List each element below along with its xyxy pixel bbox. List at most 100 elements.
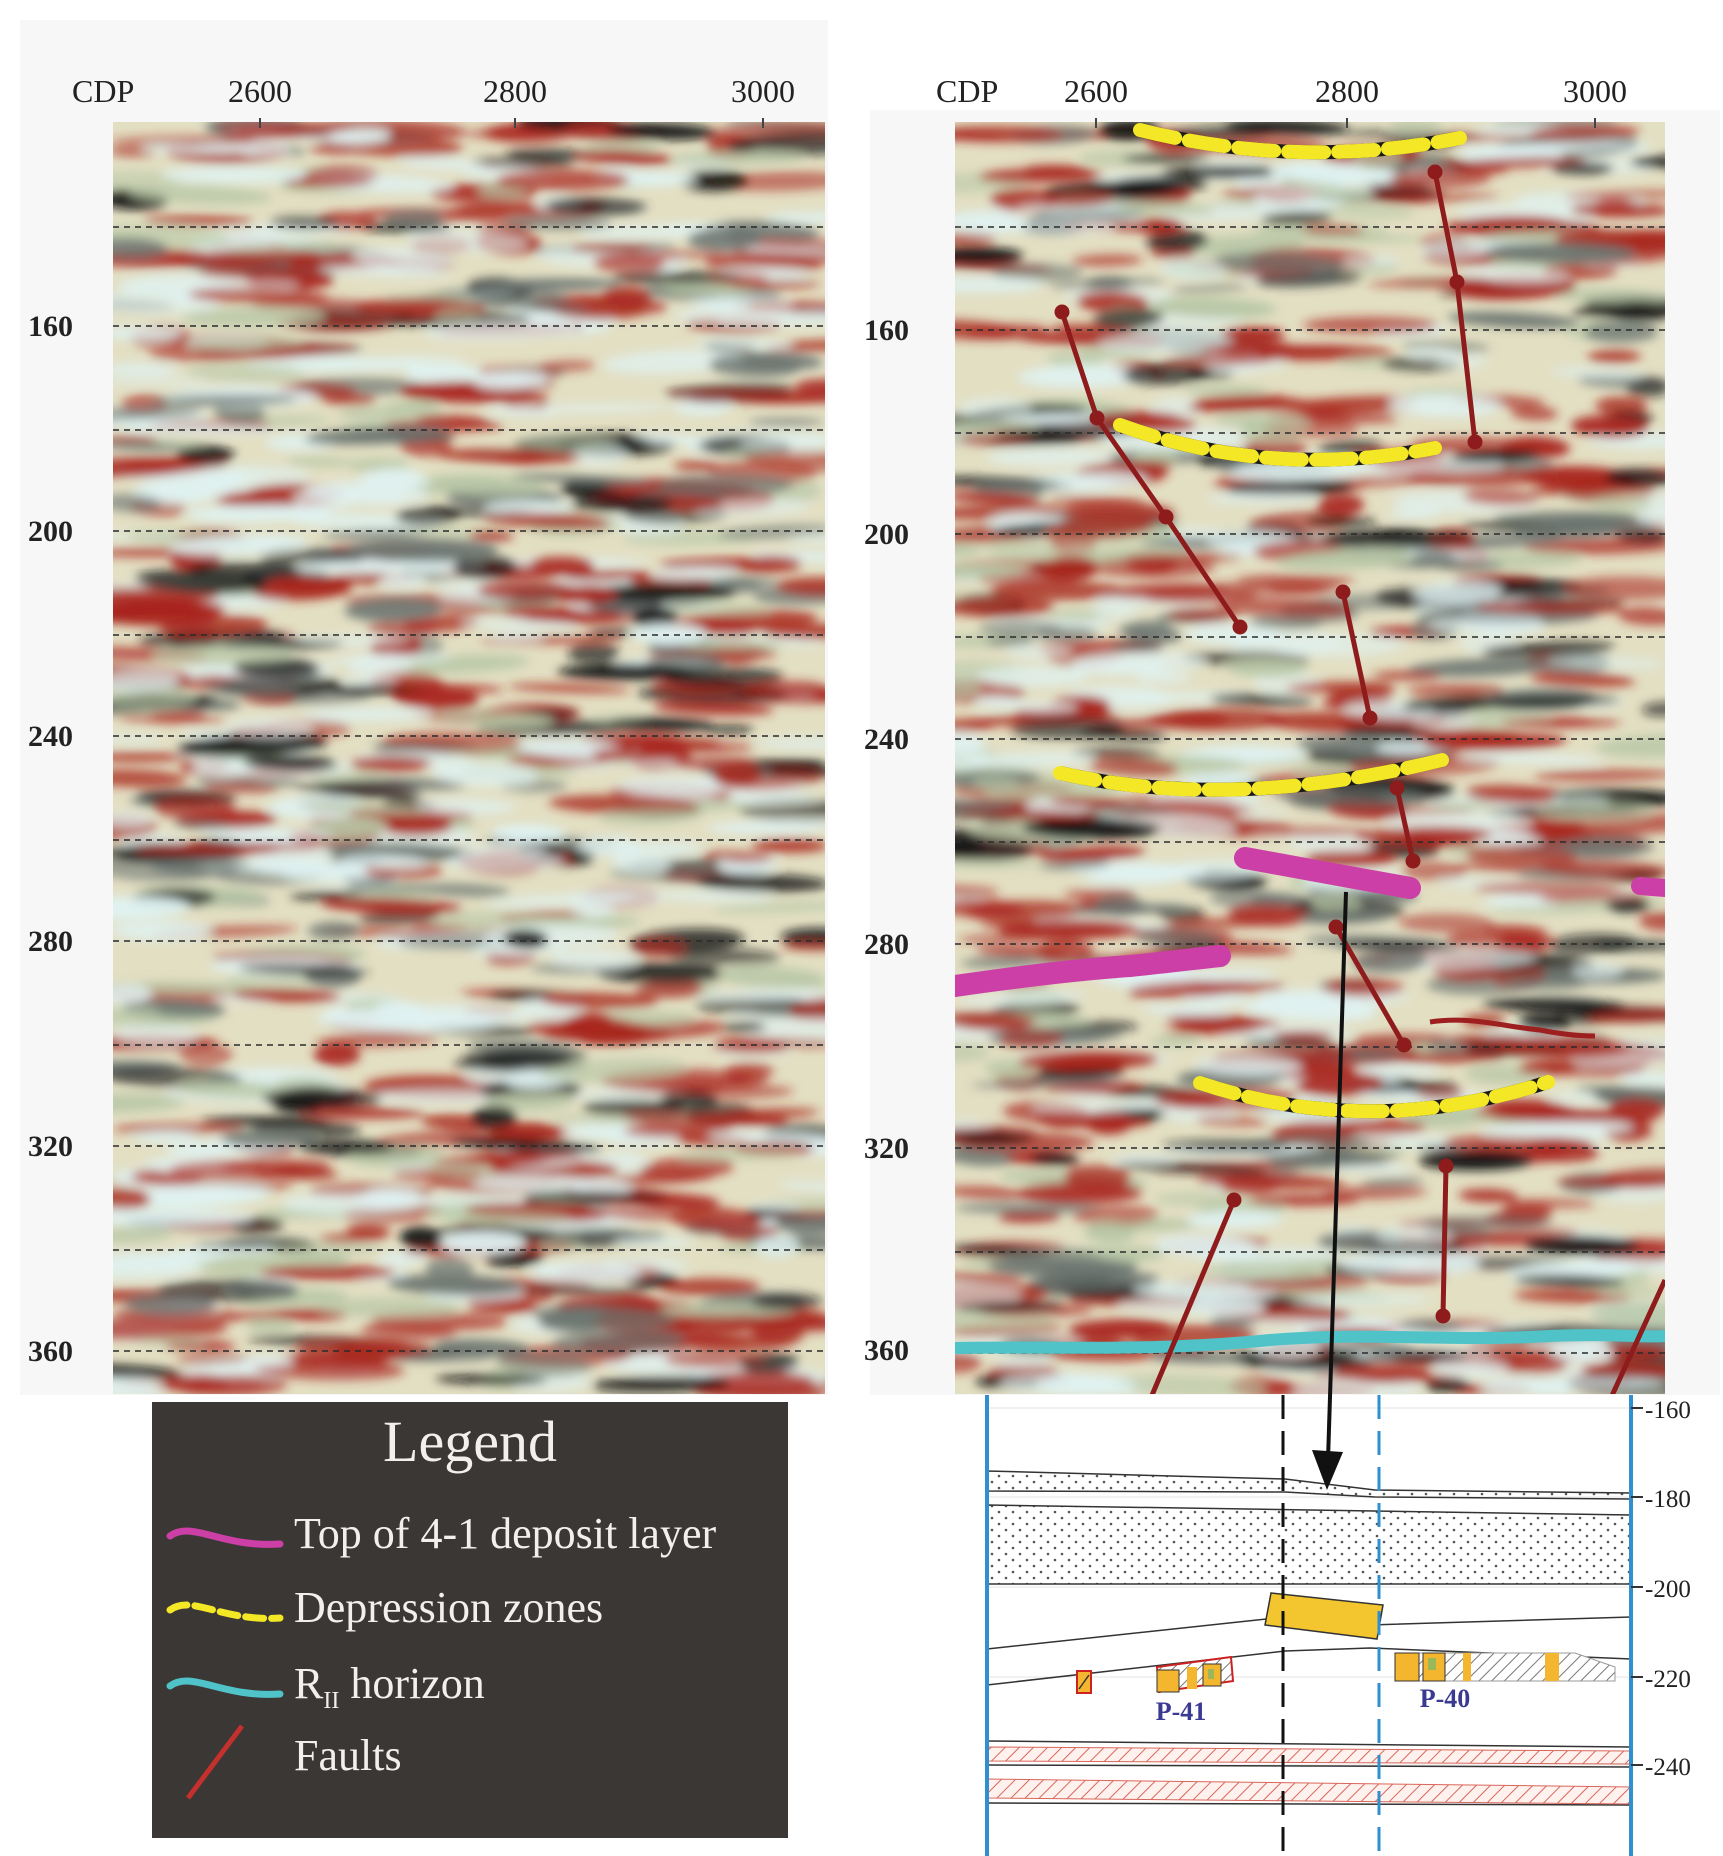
seismic-streak: [999, 1372, 1136, 1394]
seismic-streak: [581, 733, 686, 747]
seismic-streak: [1032, 1070, 1126, 1080]
seismic-streak: [113, 441, 186, 452]
seismic-streak: [597, 1207, 681, 1221]
seismic-streak: [607, 717, 714, 732]
seismic-streak: [1202, 345, 1352, 357]
seismic-streak: [143, 215, 255, 226]
seismic-streak: [1202, 1264, 1316, 1280]
seismic-streak: [1555, 1177, 1665, 1188]
seismic-streak: [197, 263, 306, 281]
seismic-streak: [958, 1133, 1031, 1144]
seismic-streak: [483, 499, 573, 516]
seismic-streak: [1589, 494, 1652, 514]
right-y-tick: 280: [864, 928, 909, 961]
seismic-streak: [251, 1286, 297, 1299]
seismic-streak: [978, 168, 1104, 183]
seismic-streak: [1400, 1319, 1463, 1332]
seismic-streak: [1497, 932, 1547, 955]
seismic-streak: [1186, 397, 1305, 412]
displaced-sand-block: [1264, 1592, 1384, 1640]
seismic-streak: [203, 680, 299, 696]
legend-item-rII-horizon: RII horizon: [152, 1650, 788, 1722]
seismic-streak: [764, 1210, 825, 1219]
seismic-streak: [748, 417, 824, 427]
seismic-streak: [1110, 642, 1165, 652]
arrow-shaft: [1326, 891, 1348, 1461]
seismic-streak: [1483, 923, 1548, 937]
seismic-streak: [955, 596, 1055, 618]
seismic-streak: [987, 1256, 1136, 1279]
seismic-streak: [1285, 681, 1395, 693]
seismic-streak: [1606, 301, 1665, 323]
seismic-streak: [1412, 580, 1503, 604]
seismic-streak: [1039, 191, 1117, 207]
seismic-streak: [957, 991, 1086, 1006]
seismic-streak: [1154, 1192, 1239, 1206]
seismic-streak: [360, 1323, 457, 1340]
well-label-p40: P-40: [1420, 1684, 1471, 1713]
seismic-streak: [1424, 1379, 1471, 1392]
seismic-streak: [1169, 283, 1249, 294]
seismic-streak: [483, 512, 611, 529]
seismic-streak: [712, 763, 763, 787]
seismic-streak: [1305, 516, 1378, 527]
seismic-streak: [521, 1285, 650, 1296]
seismic-streak: [744, 450, 825, 472]
seismic-streak: [264, 576, 353, 596]
fault-line: [1340, 591, 1373, 719]
seismic-streak: [1048, 796, 1122, 807]
fault-line: [1059, 311, 1243, 629]
seismic-streak: [577, 836, 642, 857]
seismic-streak: [1635, 511, 1665, 527]
seismic-streak: [159, 614, 268, 638]
depth-tick: -200: [1645, 1576, 1691, 1603]
seismic-streak: [998, 413, 1105, 424]
seismic-streak: [495, 169, 630, 191]
seismic-streak: [1162, 1139, 1290, 1153]
seismic-streak: [737, 1017, 825, 1040]
legend-label: Faults: [294, 1731, 402, 1780]
seismic-streak: [717, 966, 825, 988]
seismic-streak: [308, 142, 357, 155]
seismic-streak: [711, 901, 825, 913]
seismic-streak: [435, 1374, 548, 1385]
seismic-streak: [1485, 242, 1636, 264]
fault-line: [1609, 1278, 1665, 1394]
seismic-streak: [994, 1357, 1053, 1367]
seismic-streak: [1041, 476, 1116, 489]
depth-tick: -240: [1645, 1754, 1691, 1781]
seismic-streak: [113, 752, 190, 763]
seismic-streak: [113, 670, 182, 692]
seismic-streak: [352, 1191, 426, 1210]
seismic-streak: [658, 1278, 761, 1296]
seismic-streak: [765, 339, 825, 352]
seismic-streak: [623, 521, 684, 536]
seismic-streak: [113, 136, 255, 146]
seismic-streak: [669, 1207, 763, 1232]
seismic-streak: [550, 1329, 686, 1354]
seismic-streak: [284, 176, 373, 187]
seismic-streak: [113, 769, 187, 788]
seismic-streak: [203, 781, 278, 794]
seismic-streak: [1547, 656, 1665, 670]
seismic-streak: [470, 715, 553, 728]
seismic-streak: [673, 460, 719, 471]
seismic-streak: [955, 1283, 1022, 1307]
seismic-streak: [1481, 1120, 1634, 1137]
seismic-streak: [113, 1209, 254, 1227]
seismic-streak: [751, 1293, 823, 1311]
seismic-streak: [517, 435, 618, 451]
well-p41-log: [1076, 1655, 1235, 1694]
seismic-streak: [476, 278, 623, 291]
seismic-streak: [1291, 1293, 1433, 1308]
seismic-streak: [955, 320, 1019, 340]
seismic-streak: [571, 243, 654, 253]
seismic-streak: [990, 581, 1125, 601]
seismic-streak: [704, 273, 769, 286]
left-y-tick: 240: [28, 720, 73, 753]
seismic-streak: [1595, 396, 1648, 415]
seismic-streak: [142, 144, 265, 154]
fault-group: [1054, 164, 1665, 1394]
seismic-streak: [1194, 1056, 1303, 1076]
seismic-streak: [1071, 254, 1143, 267]
